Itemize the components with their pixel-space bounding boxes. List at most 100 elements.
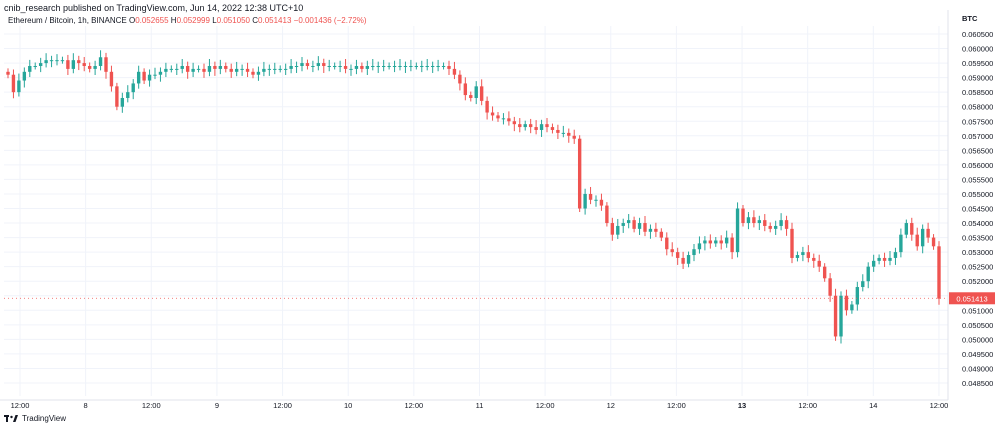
y-tick-label: 0.058000 [962,103,993,112]
candle-body [234,68,239,72]
candle-body [175,68,179,70]
candle-body [180,65,184,69]
candle-body [833,295,838,337]
candle-body [784,220,789,229]
candle-body [643,223,647,232]
candle-body [33,65,37,67]
candle-body [240,68,244,70]
candle-body [447,65,451,69]
candle-body [403,65,408,67]
candle-body [267,68,272,70]
candle-body [528,124,533,128]
candle-body [283,68,288,70]
high-label: H [170,16,177,25]
x-tick-label: 10 [344,401,352,410]
symbol-title: Ethereum / Bitcoin, 1h, BINANCE [8,16,127,25]
y-tick-label: 0.054000 [962,219,993,228]
candle-body [839,295,843,337]
candle-body [436,65,440,67]
low-value: 0.051050 [216,16,251,25]
candle-body [888,257,892,261]
candle-body [648,228,653,232]
candle-body [164,68,168,72]
candle-body [518,124,522,128]
candle-body [752,217,756,224]
candle-body [245,68,250,72]
candle-body [692,249,696,256]
candle-body [430,65,435,67]
y-tick-label: 0.056000 [962,161,993,170]
candle-body [332,65,337,67]
candle-body [11,74,16,93]
candle-body [920,228,925,247]
candle-body [714,240,718,244]
candle-body [371,65,375,67]
y-tick-label: 0.057000 [962,132,993,141]
y-tick-label: 0.054500 [962,205,993,214]
candle-body [616,225,620,235]
candle-body [866,266,870,282]
x-tick-label: 12:00 [930,401,949,410]
candle-body [469,95,473,98]
candle-body [93,65,97,69]
high-value: 0.052999 [176,16,210,25]
y-tick-label: 0.048500 [962,379,993,388]
x-tick-label: 12:00 [273,401,292,410]
candle-body [724,237,729,244]
x-tick-label: 12:00 [11,401,30,410]
candle-body [251,71,255,75]
candle-body [360,65,364,69]
candle-body [452,68,457,75]
candle-body [343,65,348,69]
candle-body [763,220,767,226]
candle-body [675,252,680,258]
y-tick-label: 0.052500 [962,263,993,272]
candle-body [191,68,195,72]
candle-body [185,65,190,72]
candle-body [937,246,941,299]
candle-body [71,60,76,69]
candle-body [703,240,707,244]
candle-body [795,255,800,258]
close-value: 0.051413 [258,16,292,25]
y-tick-label: 0.058500 [962,88,993,97]
candle-body [768,225,772,229]
candle-body [305,63,310,66]
candle-body [213,65,217,69]
candle-body [610,223,615,235]
candle-body [28,65,32,72]
candle-body [300,63,304,66]
candle-body [256,71,261,75]
candle-body [365,65,370,69]
chart-legend: Ethereum / Bitcoin, 1h, BINANCE O0.05265… [8,16,367,25]
candle-body [311,65,315,67]
candle-body [910,223,914,235]
y-tick-label: 0.057500 [962,117,993,126]
candle-body [398,65,402,67]
candle-body [741,208,745,224]
candle-body [735,208,740,253]
candle-body [196,68,201,70]
last-price-label: 0.051413 [956,294,987,303]
candle-body [147,74,152,81]
candle-body [861,281,865,288]
candle-body [621,223,625,226]
candle-body [926,228,930,238]
x-tick-label: 9 [215,401,219,410]
candle-body [169,68,174,70]
candle-body [131,83,135,93]
y-tick-label: 0.055500 [962,175,993,184]
candle-body [806,252,811,258]
candle-body [670,249,674,253]
candle-body [60,60,65,62]
publish-info: cnib_research published on TradingView.c… [4,3,304,13]
candle-body [893,252,898,258]
candle-body [109,71,114,87]
x-tick-label: 8 [84,401,88,410]
candle-body [392,65,397,67]
candle-body [49,60,54,62]
y-tick-label: 0.056500 [962,146,993,155]
candle-body [577,138,582,209]
candle-body [441,65,446,67]
